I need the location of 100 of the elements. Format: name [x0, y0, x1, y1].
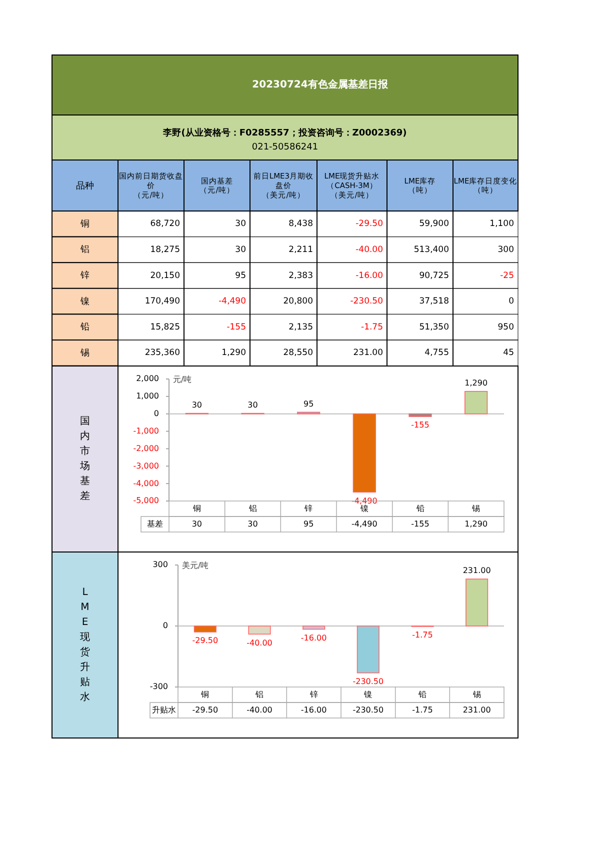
x-tick-label: 铅: [415, 504, 424, 513]
x-tick-label: 铝: [254, 690, 264, 699]
text: LME现货升贴水: [80, 587, 90, 704]
data-label: -16.00: [300, 705, 327, 714]
text: 基差: [147, 519, 163, 528]
y-tick-label: -2,000: [133, 444, 159, 453]
data-label: -40.00: [246, 705, 272, 714]
text: 30: [248, 400, 258, 410]
text: 2,135: [288, 322, 313, 332]
text: 37,518: [419, 296, 449, 307]
text: 2,211: [288, 245, 313, 256]
text: -4,490: [218, 296, 246, 307]
text: 1,290: [464, 378, 488, 388]
y-tick-label: 300: [152, 560, 168, 570]
text: 20230724有色金属基差日报: [252, 78, 389, 91]
text: 231.00: [462, 566, 491, 576]
data-label: 1,290: [464, 519, 488, 528]
x-tick-label: 镍: [359, 504, 368, 513]
text: 0: [508, 296, 514, 307]
text: 45: [503, 348, 514, 358]
x-tick-label: 锌: [304, 504, 313, 513]
data-label: 95: [303, 519, 314, 528]
text: -4,490: [352, 496, 378, 506]
data-label: 30: [248, 519, 258, 528]
text: -1.75: [361, 322, 383, 332]
text: -230.50: [350, 296, 383, 307]
data-label: -1.75: [412, 705, 433, 714]
text: -230.50: [352, 677, 384, 686]
data-label: 231.00: [462, 705, 491, 714]
text: 231.00: [353, 348, 383, 358]
text: 国内市场基差: [79, 416, 90, 502]
x-tick-label: 铅: [418, 690, 426, 699]
text: 170,490: [144, 296, 180, 307]
category-label: 铅: [80, 322, 90, 333]
text: 950: [498, 322, 514, 332]
text: 李野(从业资格号：F0285557；投资咨询号：Z0002369): [162, 127, 407, 138]
y-tick-label: -5,000: [133, 496, 159, 506]
text: 51,350: [419, 322, 449, 332]
text: 15,825: [150, 322, 180, 332]
text: -29.50: [356, 219, 383, 230]
text: -40.00: [356, 245, 383, 256]
text: -25: [500, 270, 514, 281]
x-tick-label: 铝: [248, 504, 257, 513]
text: 235,360: [144, 348, 180, 358]
data-label: -4,490: [352, 519, 378, 528]
x-tick-label: 镍: [363, 690, 372, 699]
y-tick-label: 1,000: [136, 392, 159, 401]
category-label: 锡: [80, 348, 90, 358]
text: 30: [235, 245, 246, 256]
text: -155: [226, 322, 246, 332]
data-label: -230.50: [352, 705, 384, 714]
bar: [352, 413, 376, 493]
x-tick-label: 锡: [472, 690, 481, 699]
text: 95: [235, 270, 246, 281]
bar: [464, 390, 488, 414]
data-label: 30: [192, 519, 202, 528]
text: -1.75: [412, 630, 433, 640]
y-tick-label: -4,000: [133, 478, 159, 488]
text: 30: [235, 219, 246, 230]
y-tick-label: -300: [150, 682, 168, 692]
text: 90,725: [419, 270, 449, 281]
text: 4,755: [424, 348, 449, 358]
category-label: 镍: [80, 296, 90, 307]
bar: [408, 413, 432, 417]
category-label: 铜: [80, 219, 90, 230]
x-tick-label: 铜: [200, 690, 210, 699]
x-tick-label: 铜: [192, 504, 201, 513]
text: -40.00: [246, 638, 272, 648]
x-tick-label: 锡: [471, 504, 480, 513]
y-tick-label: 0: [162, 621, 168, 630]
y-tick-label: 2,000: [136, 374, 159, 384]
y-axis-title: 元/吨: [173, 375, 192, 384]
text: 8,438: [288, 219, 313, 230]
data-label: -155: [411, 519, 430, 528]
text: 68,720: [150, 219, 180, 230]
text: -16.00: [356, 270, 383, 281]
y-tick-label: 0: [154, 409, 159, 418]
text: 300: [498, 245, 514, 256]
text: 28,550: [283, 348, 313, 358]
text: 18,275: [150, 245, 180, 256]
text: 20,800: [283, 296, 313, 307]
text: 1,290: [222, 348, 246, 358]
text: 品种: [76, 180, 94, 192]
text: -155: [411, 420, 430, 430]
text: 30: [192, 400, 202, 410]
y-tick-label: -1,000: [133, 426, 159, 436]
text: 021-50586241: [252, 142, 318, 152]
x-tick-label: 锌: [308, 690, 318, 699]
text: 95: [303, 399, 314, 408]
text: -16.00: [300, 633, 327, 642]
text: 1,100: [490, 219, 514, 230]
text: 升贴水: [152, 705, 176, 714]
category-label: 锌: [80, 270, 90, 281]
text: 59,900: [419, 219, 449, 230]
text: 513,400: [414, 245, 449, 256]
y-axis-title: 美元/吨: [182, 561, 209, 570]
text: 20,150: [150, 270, 180, 281]
category-label: 铝: [80, 245, 90, 256]
text: 2,383: [288, 270, 313, 281]
data-label: -29.50: [192, 705, 218, 714]
